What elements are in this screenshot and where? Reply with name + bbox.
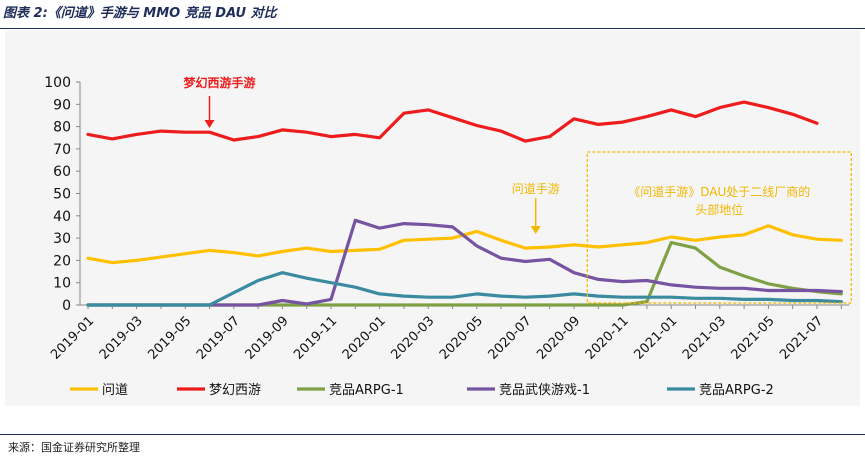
x-tick-label: 2020-03	[388, 314, 437, 363]
x-tick-label: 2020-07	[486, 314, 535, 363]
annotation-arrow-head	[530, 226, 541, 234]
source-rule	[0, 434, 865, 435]
x-tick-label: 2021-05	[729, 314, 778, 363]
highlight-box	[586, 151, 852, 304]
y-tick-label: 10	[53, 276, 71, 292]
y-tick-label: 0	[62, 298, 71, 314]
series-line	[86, 100, 819, 143]
y-tick-label: 100	[44, 75, 71, 91]
x-tick-label: 2019-09	[243, 314, 292, 363]
legend-label: 竞品ARPG-1	[329, 382, 404, 398]
y-tick-label: 50	[53, 187, 71, 203]
legend-label: 梦幻西游	[209, 383, 261, 398]
y-tick-label: 30	[53, 231, 71, 247]
x-tick-label: 2020-05	[437, 314, 486, 363]
annotation-wendao: 问道手游	[512, 182, 560, 196]
x-tick-label: 2021-03	[680, 314, 729, 363]
x-tick-label: 2019-01	[48, 314, 97, 363]
x-tick-label: 2020-01	[340, 314, 389, 363]
y-tick-label: 40	[53, 209, 71, 225]
legend-label: 问道	[102, 383, 128, 398]
y-tick-label: 70	[53, 142, 71, 158]
x-tick-label: 2019-03	[97, 314, 146, 363]
annotation-menghuan: 梦幻西游手游	[183, 75, 255, 90]
legend-label: 竞品武侠游戏-1	[499, 382, 590, 398]
source-note: 来源：国金证券研究所整理	[8, 441, 140, 454]
series-line	[86, 224, 843, 265]
series-line	[86, 271, 843, 307]
x-tick-label: 2021-01	[631, 314, 680, 363]
y-tick-label: 20	[53, 253, 71, 269]
x-tick-label: 2019-05	[145, 314, 194, 363]
x-tick-label: 2019-11	[291, 314, 340, 363]
series-line	[86, 218, 843, 307]
x-tick-label: 2019-07	[194, 314, 243, 363]
annotation-box-line1: 《问道手游》DAU处于二线厂商的	[628, 184, 810, 199]
x-tick-label: 2020-09	[534, 314, 583, 363]
legend-label: 竞品ARPG-2	[699, 382, 774, 398]
x-tick-label: 2020-11	[583, 314, 632, 363]
y-tick-label: 90	[53, 97, 71, 113]
chart-panel	[5, 30, 860, 406]
annotation-box-line2: 头部地位	[695, 202, 743, 217]
x-tick-label: 2021-07	[777, 314, 826, 363]
y-tick-label: 80	[53, 120, 71, 136]
figure-title: 图表 2:《问道》手游与 MMO 竞品 DAU 对比	[3, 6, 277, 21]
y-tick-label: 60	[53, 164, 71, 180]
title-rule	[0, 28, 865, 29]
annotation-arrow-head	[204, 120, 215, 128]
